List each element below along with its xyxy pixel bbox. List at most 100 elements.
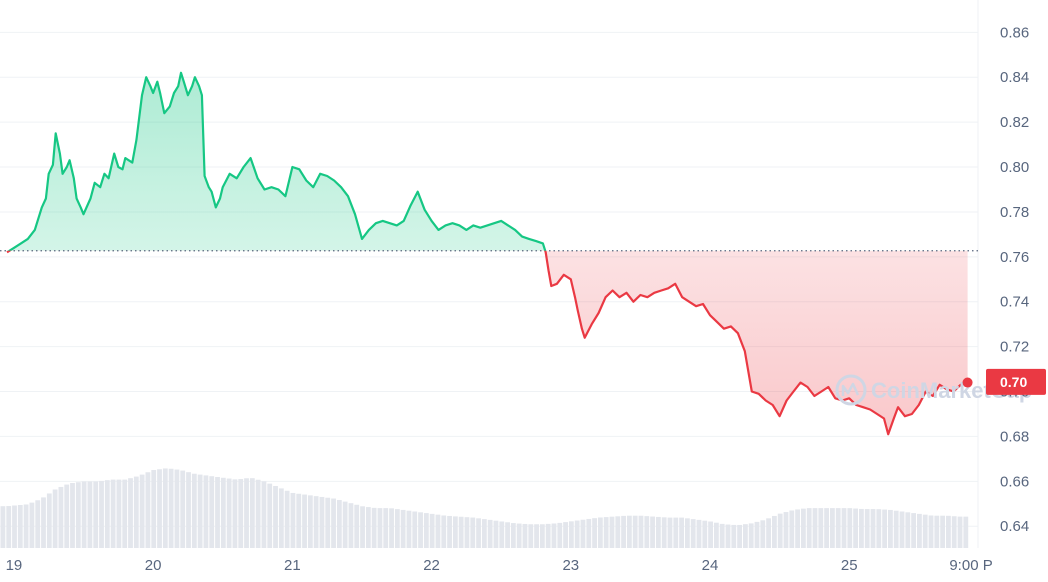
volume-bar xyxy=(476,518,481,548)
volume-bar xyxy=(742,524,748,548)
volume-bar xyxy=(197,474,203,548)
volume-bar xyxy=(951,516,957,548)
volume-bar xyxy=(110,479,116,548)
volume-bar xyxy=(487,519,493,548)
volume-bar xyxy=(122,479,128,548)
volume-bar xyxy=(870,509,876,548)
volume-bar xyxy=(284,490,290,548)
volume-bar xyxy=(435,514,441,548)
volume-bar xyxy=(667,517,673,548)
volume-bar xyxy=(209,476,215,548)
volume-bar xyxy=(406,510,412,548)
volume-bar xyxy=(499,521,505,548)
volume-bar xyxy=(128,478,133,548)
volume-bar xyxy=(632,515,638,548)
volume-bar xyxy=(684,518,690,548)
volume-bar xyxy=(319,496,325,548)
volume-bar xyxy=(6,506,12,548)
volume-bar xyxy=(586,518,592,548)
volume-bar xyxy=(824,508,830,548)
volume-bar xyxy=(522,523,528,548)
volume-bar xyxy=(87,481,93,548)
volume-bar xyxy=(493,520,499,548)
volume-bar xyxy=(93,481,99,548)
volume-bar xyxy=(661,517,667,548)
volume-bar xyxy=(592,518,597,548)
y-tick-label: 0.74 xyxy=(1000,294,1029,311)
volume-bar xyxy=(458,516,464,548)
volume-bar xyxy=(777,513,783,548)
x-tick-label: 24 xyxy=(702,557,719,574)
volume-bar xyxy=(145,472,151,548)
volume-bar xyxy=(835,508,841,548)
volume-bar xyxy=(133,476,139,548)
volume-bar xyxy=(696,519,702,548)
volume-bar xyxy=(365,507,371,548)
volume-bar xyxy=(139,474,145,548)
volume-bar xyxy=(690,519,696,548)
volume-bar xyxy=(510,523,516,548)
volume-bar xyxy=(17,504,23,548)
volume-bar xyxy=(574,520,580,548)
volume-bar xyxy=(551,523,557,548)
x-tick-label: 25 xyxy=(841,557,858,574)
volume-bar xyxy=(470,517,476,548)
volume-bar xyxy=(12,505,17,548)
volume-bar xyxy=(157,469,162,548)
volume-bar xyxy=(290,492,296,548)
volume-bar xyxy=(232,479,238,548)
y-tick-label: 0.82 xyxy=(1000,114,1029,131)
volume-bar xyxy=(220,477,226,548)
volume-bar xyxy=(255,479,261,548)
volume-bar xyxy=(203,475,209,548)
volume-bar xyxy=(563,522,568,548)
volume-bar xyxy=(41,497,46,548)
volume-bar xyxy=(325,497,331,548)
volume-bar xyxy=(180,470,186,548)
volume-bar xyxy=(708,521,713,548)
volume-bar xyxy=(505,522,510,548)
volume-bar xyxy=(580,519,586,548)
volume-bar xyxy=(702,520,708,548)
coinmarketcap-logo-icon xyxy=(835,374,867,406)
volume-bar xyxy=(800,508,806,548)
volume-bar xyxy=(888,509,893,548)
volume-bar xyxy=(307,495,313,548)
volume-bar xyxy=(99,480,104,548)
volume-bar xyxy=(795,509,800,548)
volume-bar xyxy=(557,522,563,548)
volume-bar xyxy=(162,468,168,548)
volume-bar xyxy=(830,508,835,548)
x-axis: 19 20 21 22 23 24 25 9:00 P xyxy=(6,557,993,574)
volume-bar xyxy=(806,508,812,548)
volume-bar xyxy=(29,502,35,548)
volume-bar xyxy=(0,506,6,548)
volume-bar xyxy=(35,500,41,548)
volume-bar xyxy=(626,515,632,548)
volume-bar xyxy=(464,517,470,548)
volume-bar xyxy=(215,476,220,548)
volume-bar xyxy=(568,521,574,548)
volume-bar xyxy=(226,478,232,548)
volume-bar xyxy=(336,500,342,548)
price-line-down xyxy=(6,250,968,436)
x-tick-label: 19 xyxy=(6,557,23,574)
volume-bar xyxy=(23,504,29,548)
y-tick-label: 0.80 xyxy=(1000,159,1029,176)
volume-bar xyxy=(853,508,859,548)
volume-bar xyxy=(186,472,191,548)
volume-bar xyxy=(168,468,174,548)
volume-bar xyxy=(52,489,58,548)
volume-bar xyxy=(539,524,545,548)
volume-bar xyxy=(423,513,429,548)
volume-bar xyxy=(957,516,963,548)
volume-bar xyxy=(841,508,847,548)
x-tick-label: 20 xyxy=(145,557,162,574)
volume-bar xyxy=(244,478,249,548)
volume-bar xyxy=(452,516,458,548)
volume-bar xyxy=(864,509,870,548)
volume-bar xyxy=(713,522,719,548)
volume-bar xyxy=(342,501,348,548)
volume-bar xyxy=(273,486,278,548)
volume-bar xyxy=(737,524,742,548)
